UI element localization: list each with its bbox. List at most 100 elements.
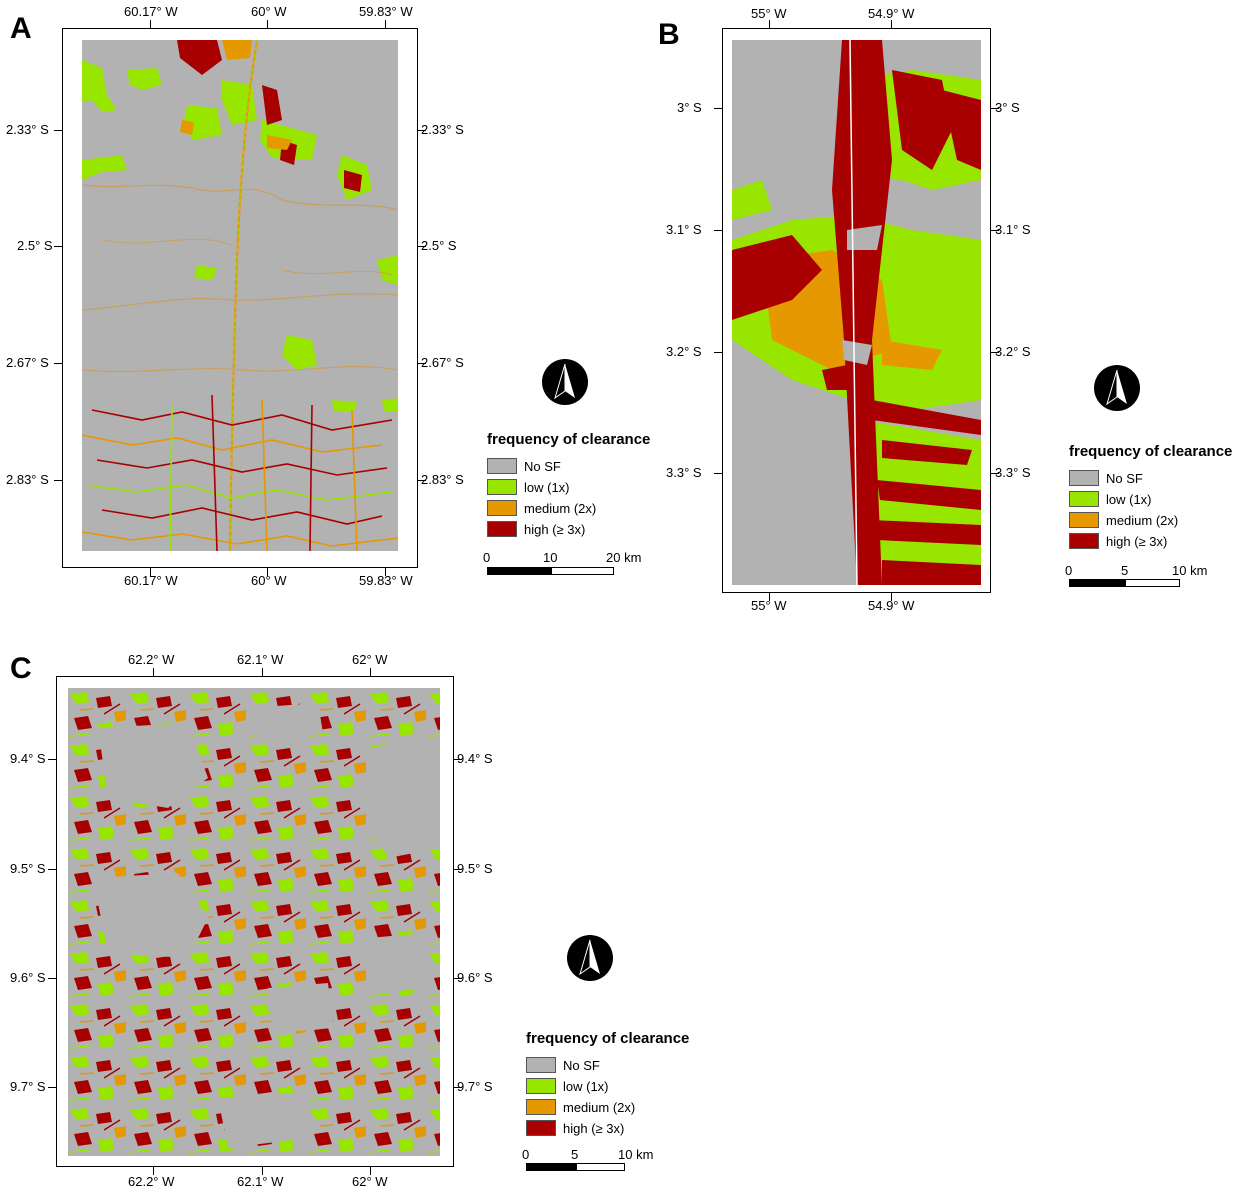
panel-c-top-tick-2 <box>262 668 263 676</box>
legend-label: medium (2x) <box>524 501 597 516</box>
panel-a-bottom-lon-label-1: 60.17° W <box>124 573 178 588</box>
legend-swatch <box>487 479 517 495</box>
legend-label: No SF <box>563 1058 600 1073</box>
panel-c-left-tick-4 <box>48 1087 56 1088</box>
panel-a-left-tick-1 <box>54 130 62 131</box>
panel-a-left-lat-label-1: 2.33° S <box>6 122 49 137</box>
north-arrow-icon <box>542 359 588 405</box>
panel-c-bottom-lon-label-3: 62° W <box>352 1174 388 1189</box>
panel-a-bottom-lon-label-2: 60° W <box>251 573 287 588</box>
panel-b-right-tick-4 <box>991 473 999 474</box>
panel-b-map <box>732 40 981 585</box>
panel-c-top-tick-1 <box>153 668 154 676</box>
panel-c-right-tick-4 <box>454 1087 462 1088</box>
legend-swatch <box>487 500 517 516</box>
panel-c-left-lat-label-1: 9.4° S <box>10 751 46 766</box>
panel-b-scale-mid: 5 <box>1121 563 1129 578</box>
legend-label: low (1x) <box>1106 492 1152 507</box>
panel-b-bottom-tick-2 <box>891 593 892 601</box>
panel-b-bottom-tick-1 <box>769 593 770 601</box>
panel-c-map <box>68 688 440 1156</box>
panel-c-top-tick-3 <box>370 668 371 676</box>
panel-a-right-tick-2 <box>418 246 426 247</box>
panel-c-left-lat-label-2: 9.5° S <box>10 861 46 876</box>
panel-b-right-tick-1 <box>991 108 999 109</box>
panel-a-bottom-tick-1 <box>150 568 151 576</box>
legend-label: high (≥ 3x) <box>1106 534 1168 549</box>
panel-a-right-lat-label-4: 2.83° S <box>421 472 464 487</box>
panel-a-right-lat-label-2: 2.5° S <box>421 238 457 253</box>
panel-b-right-tick-2 <box>991 230 999 231</box>
panel-a-right-lat-label-1: 2.33° S <box>421 122 464 137</box>
panel-b-right-lat-label-4: 3.3° S <box>995 465 1031 480</box>
panel-b-top-tick-2 <box>891 20 892 28</box>
legend-swatch <box>1069 470 1099 486</box>
panel-c-top-lon-label-2: 62.1° W <box>237 652 284 667</box>
panel-a-scale-bar <box>487 567 614 575</box>
panel-c-right-tick-1 <box>454 759 462 760</box>
panel-b-bottom-lon-label-2: 54.9° W <box>868 598 915 613</box>
panel-a-bottom-lon-label-3: 59.83° W <box>359 573 413 588</box>
panel-b-left-tick-2 <box>714 230 722 231</box>
panel-b-legend-title: frequency of clearance <box>1069 443 1233 460</box>
panel-b-scale-end: 10 km <box>1172 563 1208 578</box>
panel-a-right-tick-4 <box>418 480 426 481</box>
panel-a-top-tick-1 <box>150 20 151 28</box>
panel-a-bottom-tick-2 <box>267 568 268 576</box>
panel-b-right-lat-label-1: 3° S <box>995 100 1020 115</box>
panel-b-right-lat-label-2: 3.1° S <box>995 222 1031 237</box>
panel-a-scale-end: 20 km <box>606 550 642 565</box>
panel-c-top-lon-label-3: 62° W <box>352 652 388 667</box>
panel-c-top-lon-label-1: 62.2° W <box>128 652 175 667</box>
panel-b-top-tick-1 <box>769 20 770 28</box>
panel-c-left-lat-label-3: 9.6° S <box>10 970 46 985</box>
legend-swatch <box>526 1078 556 1094</box>
panel-c-bottom-tick-1 <box>153 1167 154 1175</box>
panel-c-left-tick-3 <box>48 978 56 979</box>
panel-a-left-lat-label-4: 2.83° S <box>6 472 49 487</box>
panel-c-right-lat-label-4: 9.7° S <box>457 1079 493 1094</box>
panel-b-left-tick-1 <box>714 108 722 109</box>
panel-c-left-tick-2 <box>48 869 56 870</box>
panel-b-scale-bar <box>1069 579 1180 587</box>
panel-a-scale-mid: 10 <box>543 550 558 565</box>
panel-b-left-lat-label-4: 3.3° S <box>666 465 702 480</box>
legend-swatch <box>526 1099 556 1115</box>
legend-swatch <box>1069 491 1099 507</box>
legend-swatch <box>526 1120 556 1136</box>
panel-a-right-tick-3 <box>418 363 426 364</box>
panel-b-left-tick-4 <box>714 473 722 474</box>
panel-c-bottom-lon-label-1: 62.2° W <box>128 1174 175 1189</box>
panel-c-left-lat-label-4: 9.7° S <box>10 1079 46 1094</box>
legend-label: medium (2x) <box>563 1100 636 1115</box>
legend-swatch <box>487 458 517 474</box>
legend-swatch <box>487 521 517 537</box>
panel-b-right-tick-3 <box>991 352 999 353</box>
panel-c-scale-zero: 0 <box>522 1147 530 1162</box>
panel-b-right-lat-label-3: 3.2° S <box>995 344 1031 359</box>
north-arrow-icon <box>567 935 613 981</box>
panel-b-left-lat-label-3: 3.2° S <box>666 344 702 359</box>
panel-a-left-tick-3 <box>54 363 62 364</box>
panel-c-left-tick-1 <box>48 759 56 760</box>
panel-b-left-lat-label-2: 3.1° S <box>666 222 702 237</box>
legend-label: No SF <box>1106 471 1143 486</box>
panel-c-right-lat-label-1: 9.4° S <box>457 751 493 766</box>
panel-a-map <box>82 40 398 551</box>
panel-c-scale-bar <box>526 1163 625 1171</box>
panel-c-letter: C <box>10 652 32 685</box>
panel-c-bottom-lon-label-2: 62.1° W <box>237 1174 284 1189</box>
panel-b-scale-zero: 0 <box>1065 563 1073 578</box>
panel-a-left-tick-4 <box>54 480 62 481</box>
panel-c-scale-mid: 5 <box>571 1147 579 1162</box>
north-arrow-icon <box>1094 365 1140 411</box>
panel-a-top-lon-label-2: 60° W <box>251 4 287 19</box>
panel-c-bottom-tick-2 <box>262 1167 263 1175</box>
legend-label: high (≥ 3x) <box>563 1121 625 1136</box>
panel-a-letter: A <box>10 12 32 45</box>
panel-a-top-tick-3 <box>385 20 386 28</box>
panel-c-scale-end: 10 km <box>618 1147 654 1162</box>
panel-b-top-lon-label-2: 54.9° W <box>868 6 915 21</box>
legend-label: low (1x) <box>563 1079 609 1094</box>
legend-swatch <box>526 1057 556 1073</box>
